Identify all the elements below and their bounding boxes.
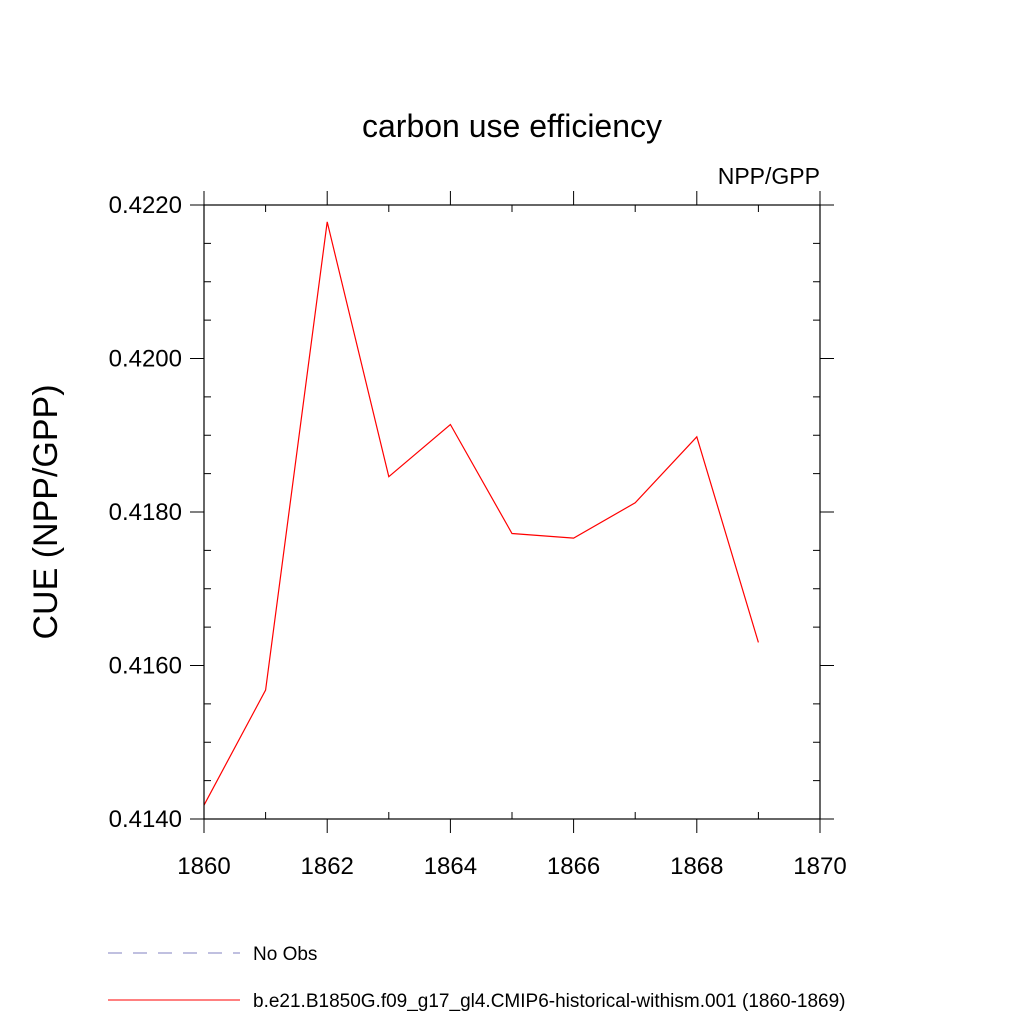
series-line-0 xyxy=(203,221,759,806)
tick-labels-layer: 0.4140 0.4160 0.4180 0.4200 0.4220 1860 1862 18… xyxy=(109,192,847,880)
y-tick-label: 0.4200 xyxy=(109,346,182,373)
units-label: NPP/GPP xyxy=(718,163,820,189)
y-tick-label: 0.4160 xyxy=(109,653,182,680)
ticks-layer xyxy=(190,191,834,833)
y-tick-label: 0.4180 xyxy=(109,499,182,526)
legend-label-model-run: b.e21.B1850G.f09_g17_gl4.CMIP6-historica… xyxy=(253,991,846,1012)
y-tick-label: 0.4140 xyxy=(109,806,182,833)
x-tick-label: 1870 xyxy=(793,853,846,880)
series-layer xyxy=(203,221,759,806)
x-tick-label: 1862 xyxy=(301,853,354,880)
x-tick-label: 1866 xyxy=(547,853,600,880)
x-tick-label: 1864 xyxy=(424,853,477,880)
legend: No Obs b.e21.B1850G.f09_g17_gl4.CMIP6-hi… xyxy=(108,944,846,1012)
y-tick-label: 0.4220 xyxy=(109,192,182,219)
y-axis-label: CUE (NPP/GPP) xyxy=(27,384,65,639)
plot-frame xyxy=(203,204,821,820)
x-tick-label: 1868 xyxy=(670,853,723,880)
chart-title: carbon use efficiency xyxy=(362,108,662,144)
legend-label-no-obs: No Obs xyxy=(253,944,317,965)
x-tick-label: 1860 xyxy=(177,853,230,880)
